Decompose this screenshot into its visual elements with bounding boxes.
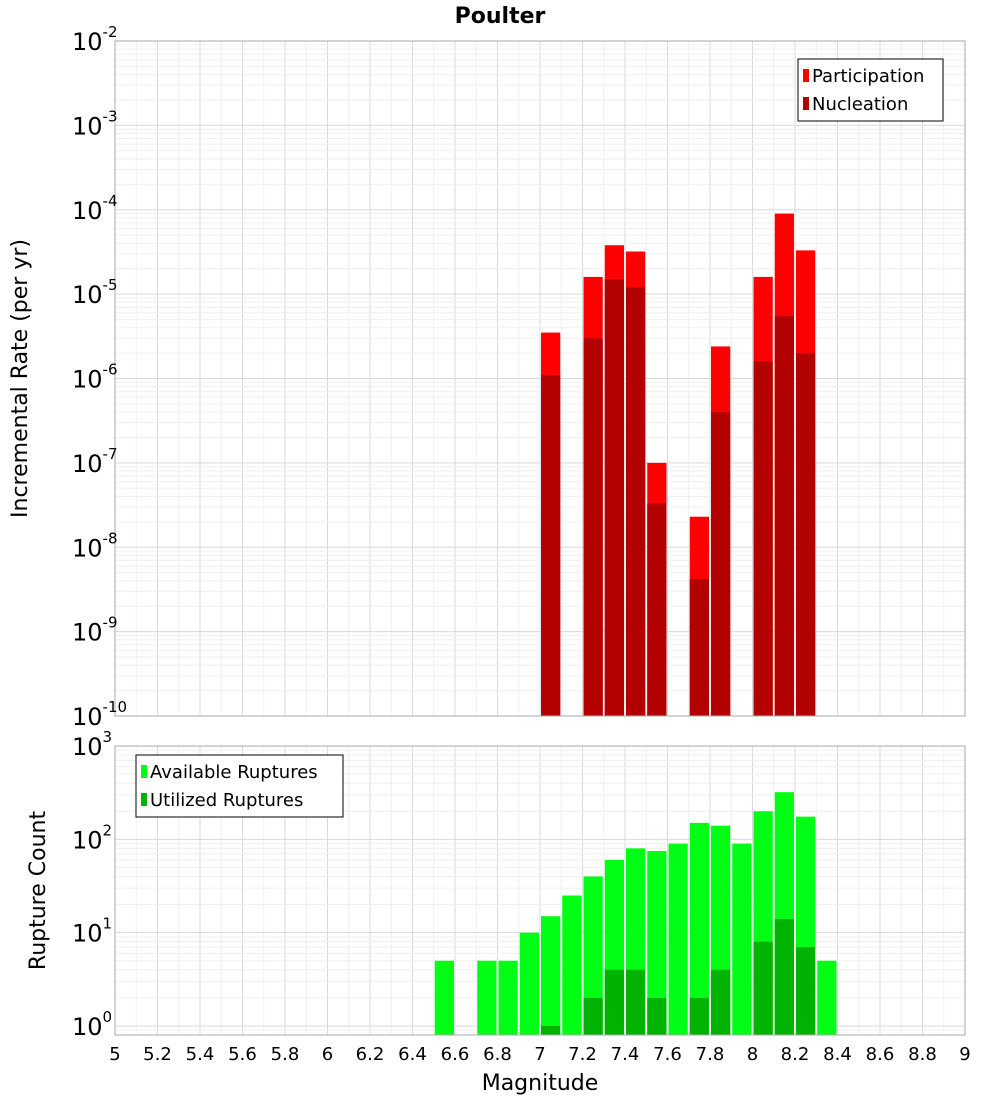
x-tick-label: 5.4 — [186, 1044, 215, 1065]
x-tick-label: 7.8 — [696, 1044, 725, 1065]
bar-nucleation — [711, 412, 731, 716]
x-tick-label: 9 — [959, 1044, 970, 1065]
top-plot-frame — [114, 40, 966, 717]
legend-swatch — [141, 765, 147, 778]
y-tick-label: 10-4 — [72, 192, 118, 225]
legend-swatch — [141, 793, 147, 806]
top-legend: Participation Nucleation — [797, 58, 944, 122]
x-tick-label: 6 — [322, 1044, 333, 1065]
bar-utilized-ruptures — [626, 969, 646, 1035]
top-y-ticks: 10-10 10-9 10-8 10-7 10-6 10-5 10-4 10-3 10-2 — [72, 23, 127, 731]
bar-available-ruptures — [583, 876, 603, 1035]
bar-available-ruptures — [817, 960, 837, 1035]
x-tick-label: 7.6 — [653, 1044, 682, 1065]
x-tick-label: 7 — [534, 1044, 545, 1065]
x-tick-label: 6.2 — [356, 1044, 385, 1065]
x-tick-label: 5 — [109, 1044, 120, 1065]
x-tick-label: 7.4 — [611, 1044, 640, 1065]
legend-swatch — [803, 97, 809, 110]
y-tick-label: 101 — [72, 915, 112, 948]
x-tick-label: 6.4 — [398, 1044, 427, 1065]
x-tick-label: 8 — [747, 1044, 758, 1065]
bar-available-ruptures — [519, 932, 539, 1035]
bar-available-ruptures — [434, 960, 454, 1035]
bottom-y-axis-label: Rupture Count — [26, 811, 51, 971]
legend-label: Utilized Ruptures — [150, 790, 303, 811]
y-tick-label: 10-6 — [72, 361, 118, 394]
bar-utilized-ruptures — [604, 969, 624, 1035]
x-tick-label: 8.2 — [781, 1044, 810, 1065]
x-tick-label: 8.4 — [823, 1044, 852, 1065]
bar-nucleation — [689, 579, 709, 716]
x-tick-label: 6.8 — [483, 1044, 512, 1065]
bar-utilized-ruptures — [541, 1025, 561, 1035]
bar-nucleation — [753, 361, 773, 716]
bar-nucleation — [604, 279, 624, 716]
bar-nucleation — [647, 503, 667, 716]
bar-available-ruptures — [689, 822, 709, 1035]
y-tick-label: 10-3 — [72, 107, 118, 140]
bar-available-ruptures — [732, 843, 752, 1035]
bottom-y-ticks: 100 101 102 103 — [72, 728, 112, 1041]
top-bars — [541, 213, 816, 717]
bottom-panel: 100 101 102 103 5 5.2 5.4 5.6 5.8 6 6.2 6.4 6.6 6.8 7… — [26, 728, 971, 1096]
x-axis-label: Magnitude — [482, 1071, 599, 1096]
bar-available-ruptures — [541, 916, 561, 1035]
legend-box — [135, 754, 344, 818]
bar-nucleation — [774, 316, 794, 716]
top-grid — [114, 40, 966, 717]
x-tick-label: 5.8 — [271, 1044, 300, 1065]
x-tick-label: 7.2 — [568, 1044, 597, 1065]
y-tick-label: 10-9 — [72, 614, 118, 647]
x-tick-label: 6.6 — [441, 1044, 470, 1065]
bar-nucleation — [541, 375, 561, 716]
bar-nucleation — [583, 338, 603, 716]
y-tick-label: 10-5 — [72, 276, 118, 309]
chart-title: Poulter — [455, 4, 546, 29]
y-tick-label: 103 — [72, 728, 112, 761]
legend-box — [797, 58, 944, 122]
bar-available-ruptures — [668, 843, 688, 1035]
top-panel: 10-10 10-9 10-8 10-7 10-6 10-5 10-4 10-3 10-2 In… — [8, 23, 966, 731]
y-tick-label: 10-7 — [72, 445, 118, 478]
bar-available-ruptures — [562, 895, 582, 1035]
legend-label: Nucleation — [812, 94, 908, 115]
bar-available-ruptures — [477, 960, 497, 1035]
y-tick-label: 10-8 — [72, 529, 118, 562]
bottom-plot-frame — [114, 745, 966, 1036]
bar-nucleation — [626, 287, 646, 716]
bar-utilized-ruptures — [583, 997, 603, 1035]
top-y-axis-label: Incremental Rate (per yr) — [8, 239, 33, 518]
y-tick-label: 10-10 — [72, 698, 127, 731]
legend-swatch — [803, 69, 809, 82]
x-tick-label: 5.6 — [228, 1044, 257, 1065]
bar-utilized-ruptures — [647, 997, 667, 1035]
bar-utilized-ruptures — [774, 919, 794, 1035]
y-tick-label: 100 — [72, 1008, 112, 1041]
y-tick-label: 10-2 — [72, 23, 118, 56]
bar-utilized-ruptures — [689, 997, 709, 1035]
legend-label: Available Ruptures — [150, 762, 318, 783]
bar-utilized-ruptures — [711, 969, 731, 1035]
bar-utilized-ruptures — [753, 941, 773, 1035]
x-tick-label: 8.6 — [866, 1044, 895, 1065]
bottom-bars — [434, 792, 837, 1035]
bottom-legend: Available Ruptures Utilized Ruptures — [135, 754, 344, 818]
y-tick-label: 102 — [72, 821, 112, 854]
bar-nucleation — [796, 353, 816, 716]
bar-available-ruptures — [647, 850, 667, 1035]
bar-utilized-ruptures — [796, 947, 816, 1035]
legend-label: Participation — [812, 66, 924, 87]
x-tick-label: 5.2 — [143, 1044, 172, 1065]
x-ticks: 5 5.2 5.4 5.6 5.8 6 6.2 6.4 6.6 6.8 7 7.2 7.4 7.6 7.8 8… — [109, 1044, 970, 1065]
x-tick-label: 8.8 — [908, 1044, 937, 1065]
bar-available-ruptures — [498, 960, 518, 1035]
